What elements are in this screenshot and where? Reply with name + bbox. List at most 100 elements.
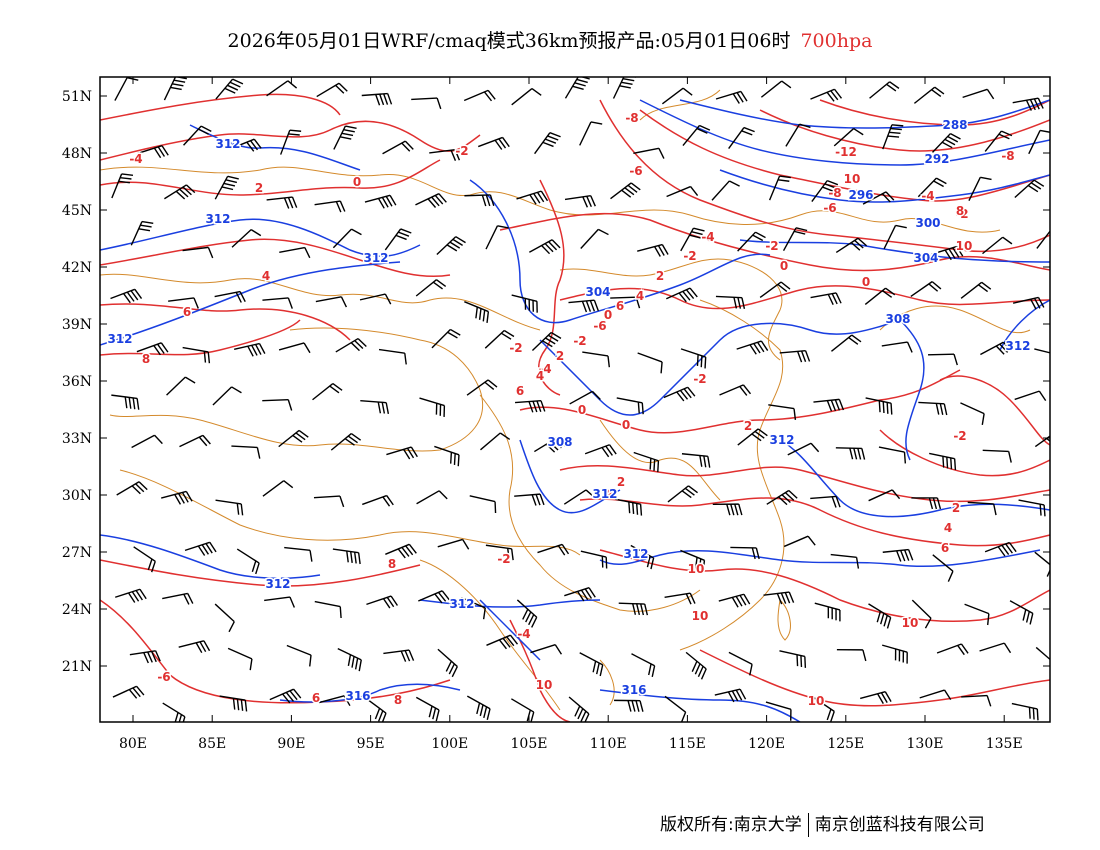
wind-barb: [835, 237, 868, 254]
wind-barb: [785, 123, 811, 147]
wind-barb: [316, 82, 348, 98]
wind-barb: [730, 546, 760, 560]
wind-barb: [469, 495, 497, 514]
temperature-label: -2: [693, 372, 706, 386]
wind-barb: [415, 193, 447, 208]
title-main: 2026年05月01日WRF/cmaq模式36km预报产品:05月01日06时: [227, 30, 791, 52]
wind-barb: [335, 337, 367, 353]
temperature-label: -8: [625, 111, 638, 125]
wind-barb: [865, 397, 893, 415]
wind-barb: [416, 490, 448, 505]
boundary-lines: [100, 89, 1031, 711]
wind-barb: [215, 499, 244, 516]
wind-barb: [184, 541, 217, 556]
wind-barb: [529, 239, 561, 255]
wind-barb: [913, 86, 945, 104]
wind-barb: [1014, 390, 1047, 402]
wind-barb: [580, 228, 609, 249]
temperature-label: 6: [516, 384, 524, 398]
wind-barb: [112, 685, 145, 699]
lat-label: 39N: [62, 317, 92, 333]
wind-barb: [833, 127, 864, 147]
temperature-label: 6: [941, 541, 949, 555]
wind-barb: [163, 77, 187, 101]
height-label: 312: [1005, 339, 1030, 353]
wind-barb: [264, 596, 296, 608]
height-label: 316: [345, 689, 370, 703]
wind-barb: [984, 541, 1017, 557]
wind-barb: [616, 397, 644, 415]
wind-barb: [610, 182, 641, 200]
wind-barb: [437, 648, 458, 678]
wind-barb: [982, 449, 1012, 463]
lon-label: 130E: [907, 736, 944, 752]
wind-barb: [463, 89, 496, 102]
wind-barb: [133, 546, 156, 573]
temperature-labels: -4-202468-8-6-1210-8-6-4-20-4-20-2-4000-…: [128, 110, 1016, 710]
wind-barb: [431, 328, 461, 349]
lon-label: 85E: [198, 736, 226, 752]
lat-label: 24N: [62, 602, 92, 618]
copyright-company: 南京创蓝科技有限公司: [814, 815, 985, 835]
wind-barb: [667, 485, 698, 503]
wind-barb: [1034, 435, 1050, 448]
wind-barb: [932, 554, 954, 582]
wind-barb: [563, 489, 596, 505]
wind-barb: [332, 228, 362, 249]
wind-barb: [878, 446, 907, 464]
temperature-label: -2: [955, 207, 968, 221]
copyright-footer: 版权所有:南京大学 南京创蓝科技有限公司: [660, 810, 985, 837]
wind-barb: [511, 698, 535, 722]
wind-barb: [330, 432, 362, 451]
wind-barb: [531, 331, 562, 351]
wind-barb: [279, 246, 311, 259]
wind-barb: [182, 246, 214, 259]
wind-barb: [111, 394, 140, 410]
wind-barb: [579, 652, 604, 677]
temperature-label: 2: [744, 419, 752, 433]
wind-barb: [129, 650, 161, 664]
wind-barb: [1036, 230, 1050, 249]
wind-barb: [783, 535, 816, 548]
wind-barb: [516, 190, 549, 205]
temperature-label: 10: [808, 694, 825, 708]
wind-barb: [366, 595, 399, 609]
temperature-label: 10: [956, 239, 973, 253]
height-label: 312: [265, 577, 290, 591]
height-label: 292: [924, 152, 949, 166]
wind-barb: [378, 348, 407, 365]
wind-barb: [530, 643, 563, 655]
lon-label: 95E: [357, 736, 385, 752]
longitude-axis: 80E 85E 90E 95E 100E 105E 110E 115E 120E 125E 130E…: [119, 77, 1023, 752]
temperature-label: 4: [944, 521, 952, 535]
height-label: 312: [363, 251, 388, 265]
wind-barb: [633, 147, 665, 159]
wind-barb: [266, 196, 298, 209]
temperature-label: 10: [844, 172, 861, 186]
wind-barb: [614, 699, 644, 712]
wind-barb: [429, 148, 461, 161]
wind-barb: [661, 87, 693, 105]
wind-barb: [728, 651, 753, 676]
wind-barb: [680, 227, 705, 252]
wind-barb: [484, 329, 515, 349]
temperature-label: -2: [573, 334, 586, 348]
lat-label: 42N: [62, 260, 92, 276]
wind-barb: [236, 548, 260, 575]
wind-barb: [511, 87, 542, 106]
wind-barb: [183, 125, 212, 146]
wind-barb: [262, 297, 293, 309]
wind-barb: [882, 124, 904, 150]
temperature-label: 4: [605, 487, 613, 501]
copyright-owner: 版权所有:南京大学: [660, 815, 802, 835]
wind-barb: [715, 90, 748, 104]
wind-barb: [514, 399, 546, 413]
height-label: 304: [913, 251, 938, 265]
wind-barb: [860, 691, 892, 704]
wind-barb: [631, 653, 656, 678]
wind-barb: [537, 543, 570, 556]
wind-barb: [415, 696, 440, 722]
wind-barb: [1014, 179, 1045, 199]
wind-barb: [466, 379, 498, 396]
wind-barb: [618, 602, 649, 616]
